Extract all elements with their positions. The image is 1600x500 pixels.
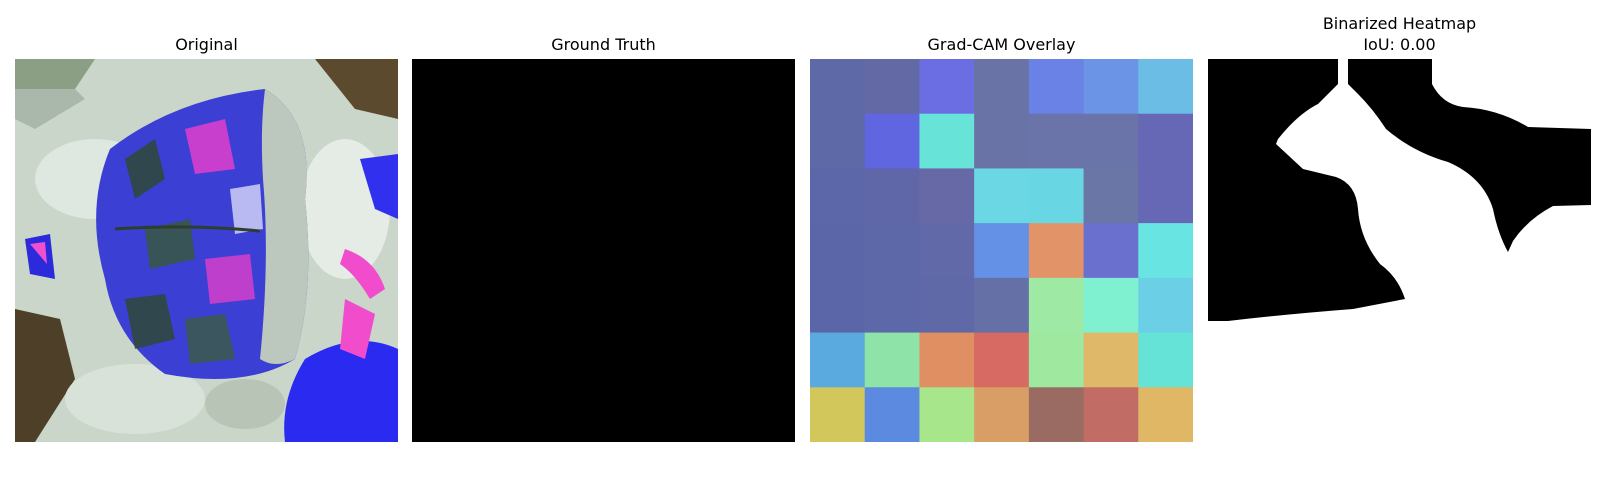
gradcam-cell-r1-c0	[810, 113, 866, 169]
ground-truth-fill	[412, 59, 795, 442]
gradcam-cell-r6-c2	[919, 387, 975, 442]
gradcam-cell-r2-c0	[810, 168, 866, 224]
gradcam-cell-r1-c6	[1138, 113, 1193, 169]
original-leaf-picture	[15, 59, 398, 442]
binarized-title: Binarized Heatmap	[1322, 14, 1477, 33]
original-panel: Original	[15, 0, 398, 500]
gradcam-cell-r0-c1	[864, 59, 920, 115]
gradcam-cell-r3-c6	[1138, 223, 1193, 279]
gradcam-cell-r2-c3	[974, 168, 1030, 224]
gradcam-cell-r5-c1	[864, 332, 920, 388]
gradcam-overlay	[810, 59, 1193, 442]
original-title: Original	[175, 35, 238, 54]
gradcam-cell-r0-c6	[1138, 59, 1193, 115]
gradcam-cell-r4-c0	[810, 277, 866, 334]
gradcam-cell-r0-c0	[810, 59, 866, 115]
ground-truth-panel: Ground Truth	[412, 0, 795, 500]
gradcam-cell-r4-c3	[974, 277, 1030, 334]
gradcam-cell-r0-c2	[919, 59, 975, 115]
binarized-mask-region	[1208, 59, 1591, 321]
gradcam-cell-r5-c5	[1083, 332, 1139, 388]
gradcam-cell-r0-c3	[974, 59, 1030, 115]
gradcam-cell-r0-c5	[1083, 59, 1139, 115]
binarized-panel: Binarized Heatmap IoU: 0.00	[1208, 0, 1591, 500]
gradcam-cell-r6-c6	[1138, 387, 1193, 442]
gradcam-cell-r2-c1	[864, 168, 920, 224]
gradcam-cell-r4-c1	[864, 277, 920, 334]
gradcam-cell-r6-c3	[974, 387, 1030, 442]
gradcam-cell-r2-c4	[1028, 168, 1085, 224]
iou-label: IoU: 0.00	[1363, 35, 1436, 54]
gradcam-cell-r5-c2	[919, 332, 975, 388]
original-image	[15, 59, 398, 442]
gradcam-cell-r1-c5	[1083, 113, 1139, 169]
gradcam-cell-r3-c1	[864, 223, 920, 279]
gradcam-cell-r6-c1	[864, 387, 920, 442]
ground-truth-title: Ground Truth	[551, 35, 656, 54]
gradcam-cell-r6-c4	[1028, 387, 1085, 442]
gradcam-cell-r4-c5	[1083, 277, 1139, 334]
gradcam-cell-r6-c5	[1083, 387, 1139, 442]
gradcam-panel: Grad-CAM Overlay	[810, 0, 1193, 500]
gradcam-cell-r3-c0	[810, 223, 866, 279]
gradcam-cell-r3-c2	[919, 223, 975, 279]
gradcam-cell-r0-c4	[1028, 59, 1085, 115]
gradcam-cell-r2-c6	[1138, 168, 1193, 224]
gradcam-cell-r6-c0	[810, 387, 866, 442]
gradcam-cell-r4-c2	[919, 277, 975, 334]
gradcam-cell-r3-c3	[974, 223, 1030, 279]
gradcam-cell-r3-c4	[1028, 223, 1085, 279]
ground-truth-mask	[412, 59, 795, 442]
gradcam-cell-r1-c1	[864, 113, 920, 169]
gradcam-cell-r1-c2	[919, 113, 975, 169]
gradcam-cell-r3-c5	[1083, 223, 1139, 279]
gradcam-cell-r2-c5	[1083, 168, 1139, 224]
gradcam-cell-r4-c6	[1138, 277, 1193, 334]
gradcam-title: Grad-CAM Overlay	[927, 35, 1076, 54]
gradcam-cell-r1-c4	[1028, 113, 1085, 169]
gradcam-cell-r5-c0	[810, 332, 866, 388]
gradcam-cell-r5-c4	[1028, 332, 1085, 388]
gradcam-cell-r5-c3	[974, 332, 1030, 388]
gradcam-cell-r2-c2	[919, 168, 975, 224]
gradcam-cell-r4-c4	[1028, 277, 1085, 334]
binarized-heatmap	[1208, 59, 1591, 442]
gradcam-cell-r5-c6	[1138, 332, 1193, 388]
gradcam-cell-r1-c3	[974, 113, 1030, 169]
